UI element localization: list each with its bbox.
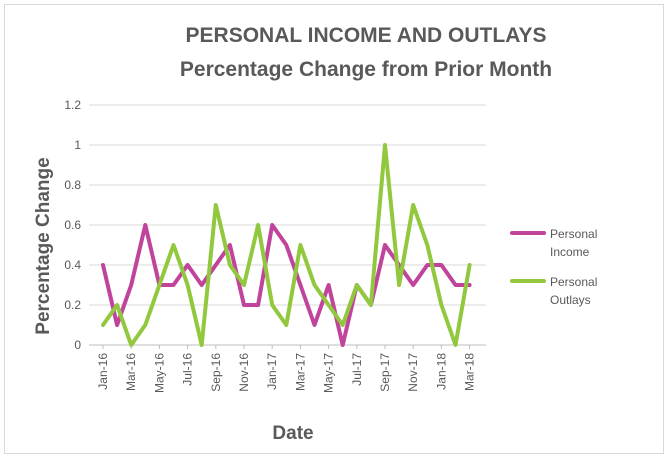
x-axis-ticks: Jan-16 Mar-16 May-16 Jul-16 Sep-16 Nov-16 Jan-… [96, 345, 477, 393]
chart-title: PERSONAL INCOME AND OUTLAYS [186, 24, 547, 47]
legend-label-income-2: Income [550, 245, 590, 259]
x-tick-label: Mar-16 [124, 353, 138, 391]
y-tick-label: 0.8 [64, 178, 81, 192]
y-tick-label: 0.2 [64, 298, 81, 312]
legend-label-outlays-2: Outlays [550, 293, 591, 307]
chart-subtitle: Percentage Change from Prior Month [180, 58, 552, 81]
y-axis-ticks: 0 0.2 0.4 0.6 0.8 1 1.2 [64, 98, 81, 352]
x-tick-label: Mar-18 [463, 353, 477, 391]
x-axis-title: Date [272, 423, 313, 444]
gridlines [89, 104, 486, 306]
x-tick-label: Jul-16 [181, 353, 195, 386]
personal-income-line [101, 223, 472, 347]
x-tick-label: Sep-16 [209, 353, 223, 392]
y-axis-title: Percentage Change [33, 157, 54, 334]
x-tick-label: Jan-16 [96, 353, 110, 390]
x-tick-label: Sep-17 [378, 353, 392, 392]
y-tick-label: 1 [74, 138, 81, 152]
y-tick-label: 0 [74, 338, 81, 352]
x-tick-label: Nov-17 [406, 353, 420, 392]
legend: Personal Income Personal Outlays [510, 227, 597, 307]
legend-label-income-1: Personal [550, 227, 597, 241]
x-tick-label: May-16 [152, 353, 166, 393]
y-tick-label: 0.4 [64, 258, 81, 272]
x-tick-label: Mar-17 [293, 353, 307, 391]
y-tick-label: 0.6 [64, 218, 81, 232]
x-tick-label: Jan-18 [434, 353, 448, 390]
personal-outlays-line [101, 143, 472, 347]
x-tick-label: Nov-16 [237, 353, 251, 392]
series-lines [101, 143, 472, 347]
x-tick-label: Jul-17 [350, 353, 364, 386]
x-tick-label: Jan-17 [265, 353, 279, 390]
chart-frame [4, 4, 664, 454]
legend-label-outlays-1: Personal [550, 275, 597, 289]
x-tick-label: May-17 [322, 353, 336, 393]
y-tick-label: 1.2 [64, 98, 81, 112]
